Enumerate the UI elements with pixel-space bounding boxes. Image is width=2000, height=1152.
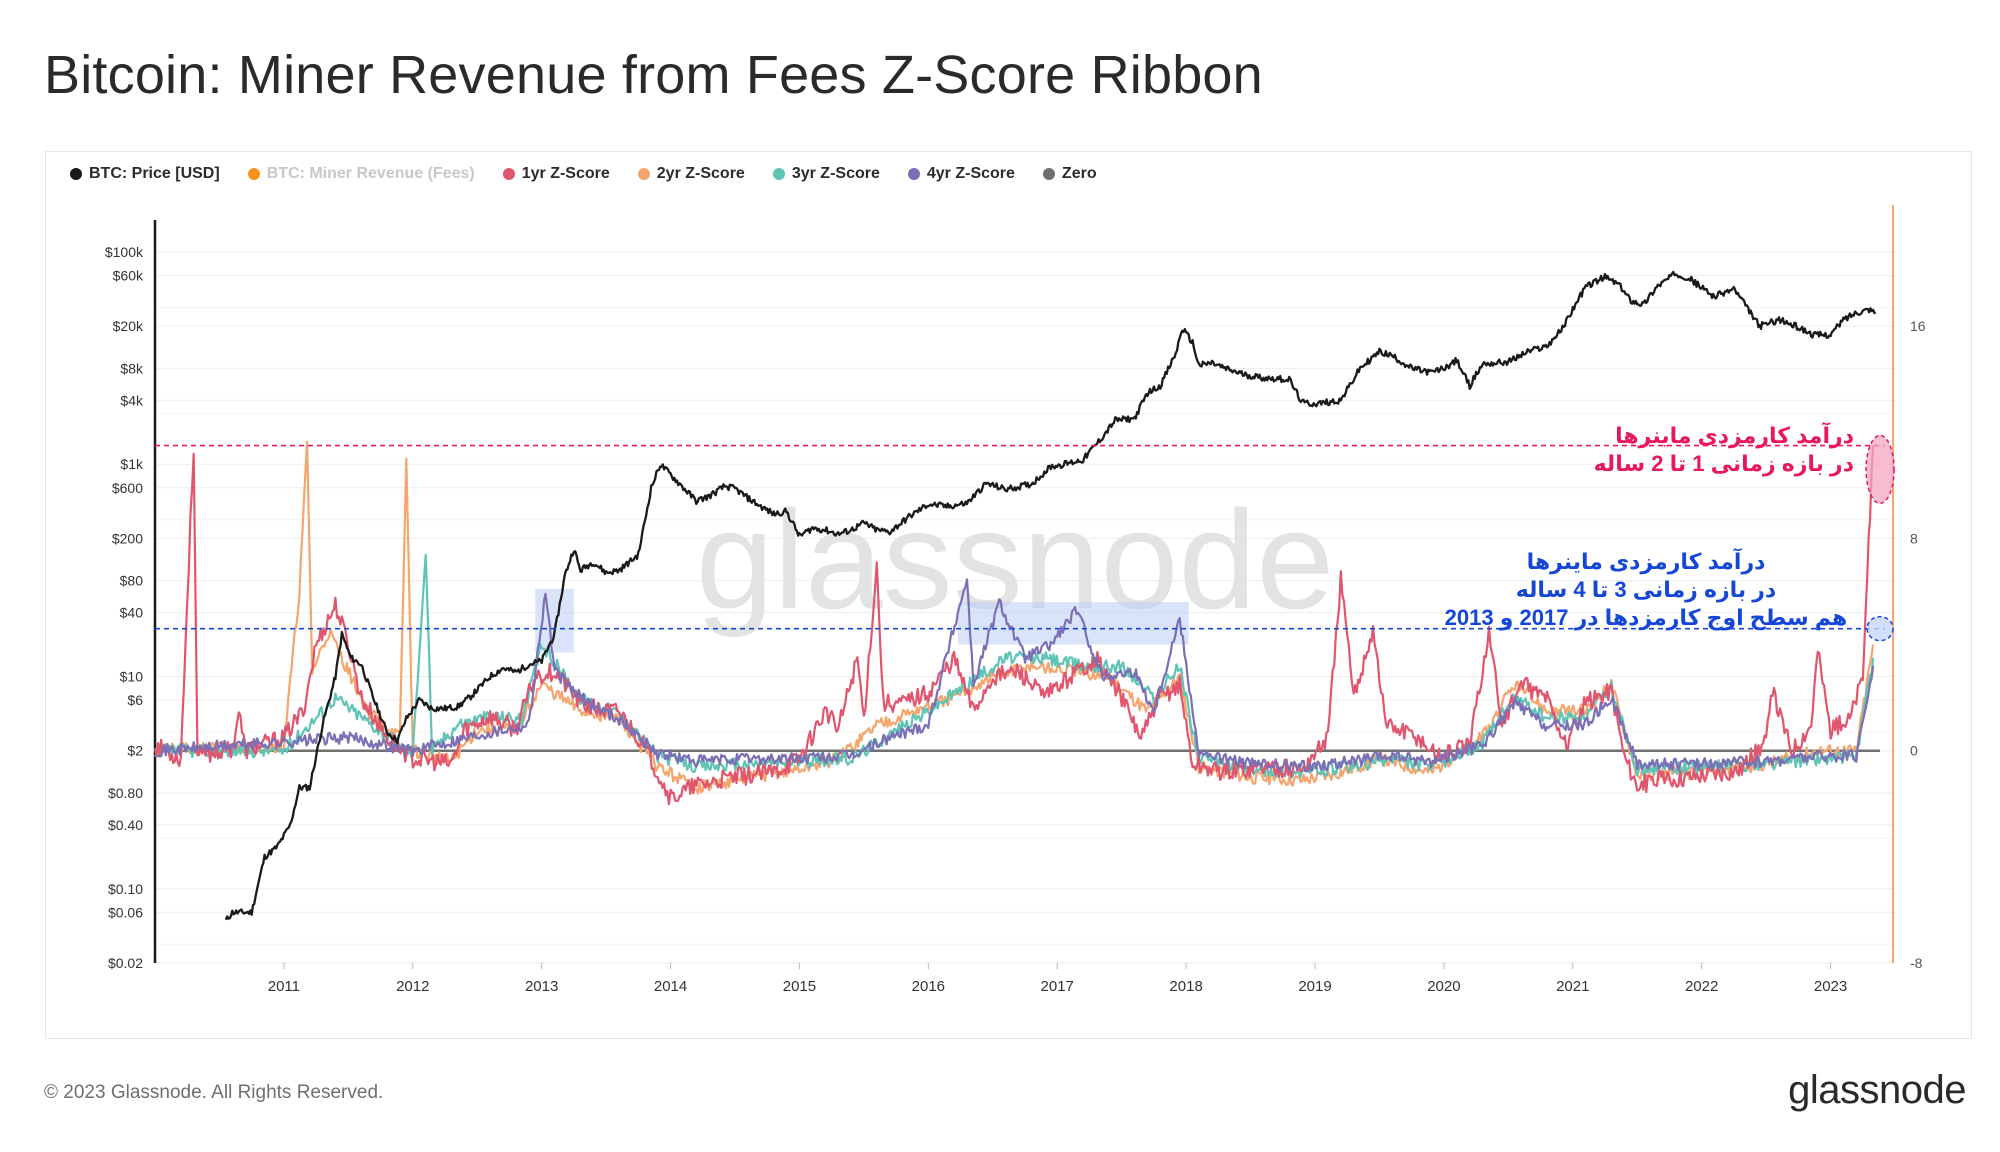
x-tick-label: 2017 xyxy=(1041,978,1074,995)
annotation-line: هم سطح اوج کارمزدها در 2017 و 2013 xyxy=(1444,605,1848,631)
chart-panel xyxy=(45,151,1972,1039)
y-tick-label: $6 xyxy=(127,692,143,708)
z1-series-line xyxy=(153,445,1875,806)
legend-item[interactable]: 4yr Z-Score xyxy=(907,165,1015,183)
brand-logo: glassnode xyxy=(1788,1068,1966,1112)
y-tick-label: $600 xyxy=(112,480,143,496)
x-tick-label: 2022 xyxy=(1685,978,1718,995)
legend-marker-icon xyxy=(772,168,785,180)
y-tick-label: $1k xyxy=(120,456,144,472)
x-tick-label: 2014 xyxy=(654,978,687,995)
y-tick-label: $80 xyxy=(120,573,144,589)
legend-marker-icon xyxy=(1042,168,1055,180)
marker-three-four-year xyxy=(1866,615,1894,642)
y-tick-label: $60k xyxy=(113,267,144,283)
legend-label: 4yr Z-Score xyxy=(926,165,1015,182)
chart-legend: BTC: Price [USD] BTC: Miner Revenue (Fees… xyxy=(70,165,1097,183)
y-tick-label: $0.40 xyxy=(108,817,143,833)
legend-marker-icon xyxy=(70,168,82,180)
y2-tick-label: 16 xyxy=(1910,318,1926,334)
legend-item[interactable]: 2yr Z-Score xyxy=(637,165,745,183)
legend-label: 2yr Z-Score xyxy=(656,165,745,182)
legend-label: BTC: Miner Revenue (Fees) xyxy=(266,165,475,182)
annotation-line: در بازه زمانی 3 تا 4 ساله xyxy=(1515,577,1777,603)
y-tick-label: $0.80 xyxy=(108,785,143,801)
legend-item[interactable]: BTC: Miner Revenue (Fees) xyxy=(247,165,475,183)
legend-marker-icon xyxy=(247,168,260,180)
price-series-line xyxy=(224,270,1877,921)
legend-item[interactable]: 3yr Z-Score xyxy=(772,165,880,183)
y-tick-label: $0.10 xyxy=(108,881,143,897)
marker-one-two-year xyxy=(1865,434,1895,505)
y-tick-label: $10 xyxy=(120,669,144,685)
y2-tick-label: -8 xyxy=(1910,955,1923,971)
x-tick-label: 2020 xyxy=(1427,978,1460,995)
legend-marker-icon xyxy=(637,168,650,180)
x-tick-label: 2013 xyxy=(525,978,558,995)
copyright-footer: © 2023 Glassnode. All Rights Reserved. xyxy=(44,1082,384,1103)
legend-label: 3yr Z-Score xyxy=(791,165,880,182)
legend-label: BTC: Price [USD] xyxy=(89,165,220,182)
legend-label: 1yr Z-Score xyxy=(521,165,610,182)
x-tick-label: 2021 xyxy=(1556,978,1589,995)
y-tick-label: $2 xyxy=(127,743,143,759)
x-tick-label: 2023 xyxy=(1814,978,1847,995)
legend-item[interactable]: Zero xyxy=(1042,165,1097,183)
page-title: Bitcoin: Miner Revenue from Fees Z-Score… xyxy=(44,45,1263,105)
y-tick-label: $200 xyxy=(112,530,143,546)
legend-marker-icon xyxy=(502,168,515,180)
x-tick-label: 2016 xyxy=(912,978,945,995)
annotation-three-four-year: درآمد کارمزدی ماینرها در بازه زمانی 3 تا … xyxy=(1440,548,1852,632)
y-tick-label: $0.06 xyxy=(108,904,143,920)
annotation-line: در بازه زمانی 1 تا 2 ساله xyxy=(1593,451,1854,477)
annotation-line: درآمد کارمزدی ماینرها xyxy=(1526,549,1766,574)
y-tick-label: $4k xyxy=(120,392,144,408)
legend-item[interactable]: BTC: Price [USD] xyxy=(70,165,220,183)
legend-marker-icon xyxy=(907,168,920,180)
x-tick-label: 2015 xyxy=(783,978,816,995)
annotation-line: درآمد کارمزدی ماینرها xyxy=(1615,423,1854,448)
z4-series-line xyxy=(154,578,1875,773)
x-tick-label: 2011 xyxy=(268,978,300,995)
y2-tick-label: 8 xyxy=(1910,530,1918,546)
legend-label: Zero xyxy=(1061,165,1097,182)
y-tick-label: $40 xyxy=(120,605,144,621)
annotation-one-two-year: درآمد کارمزدی ماینرها در بازه زمانی 1 تا … xyxy=(1594,422,1854,478)
x-tick-label: 2012 xyxy=(396,978,429,995)
y-tick-label: $8k xyxy=(120,360,144,376)
x-tick-label: 2018 xyxy=(1169,978,1202,995)
y2-tick-label: 0 xyxy=(1910,743,1918,759)
legend-item[interactable]: 1yr Z-Score xyxy=(502,165,610,183)
x-tick-label: 2019 xyxy=(1298,978,1331,995)
y-tick-label: $0.02 xyxy=(108,955,143,971)
highlight-region xyxy=(535,588,574,653)
y-tick-label: $20k xyxy=(113,318,144,334)
y-tick-label: $100k xyxy=(105,244,144,260)
